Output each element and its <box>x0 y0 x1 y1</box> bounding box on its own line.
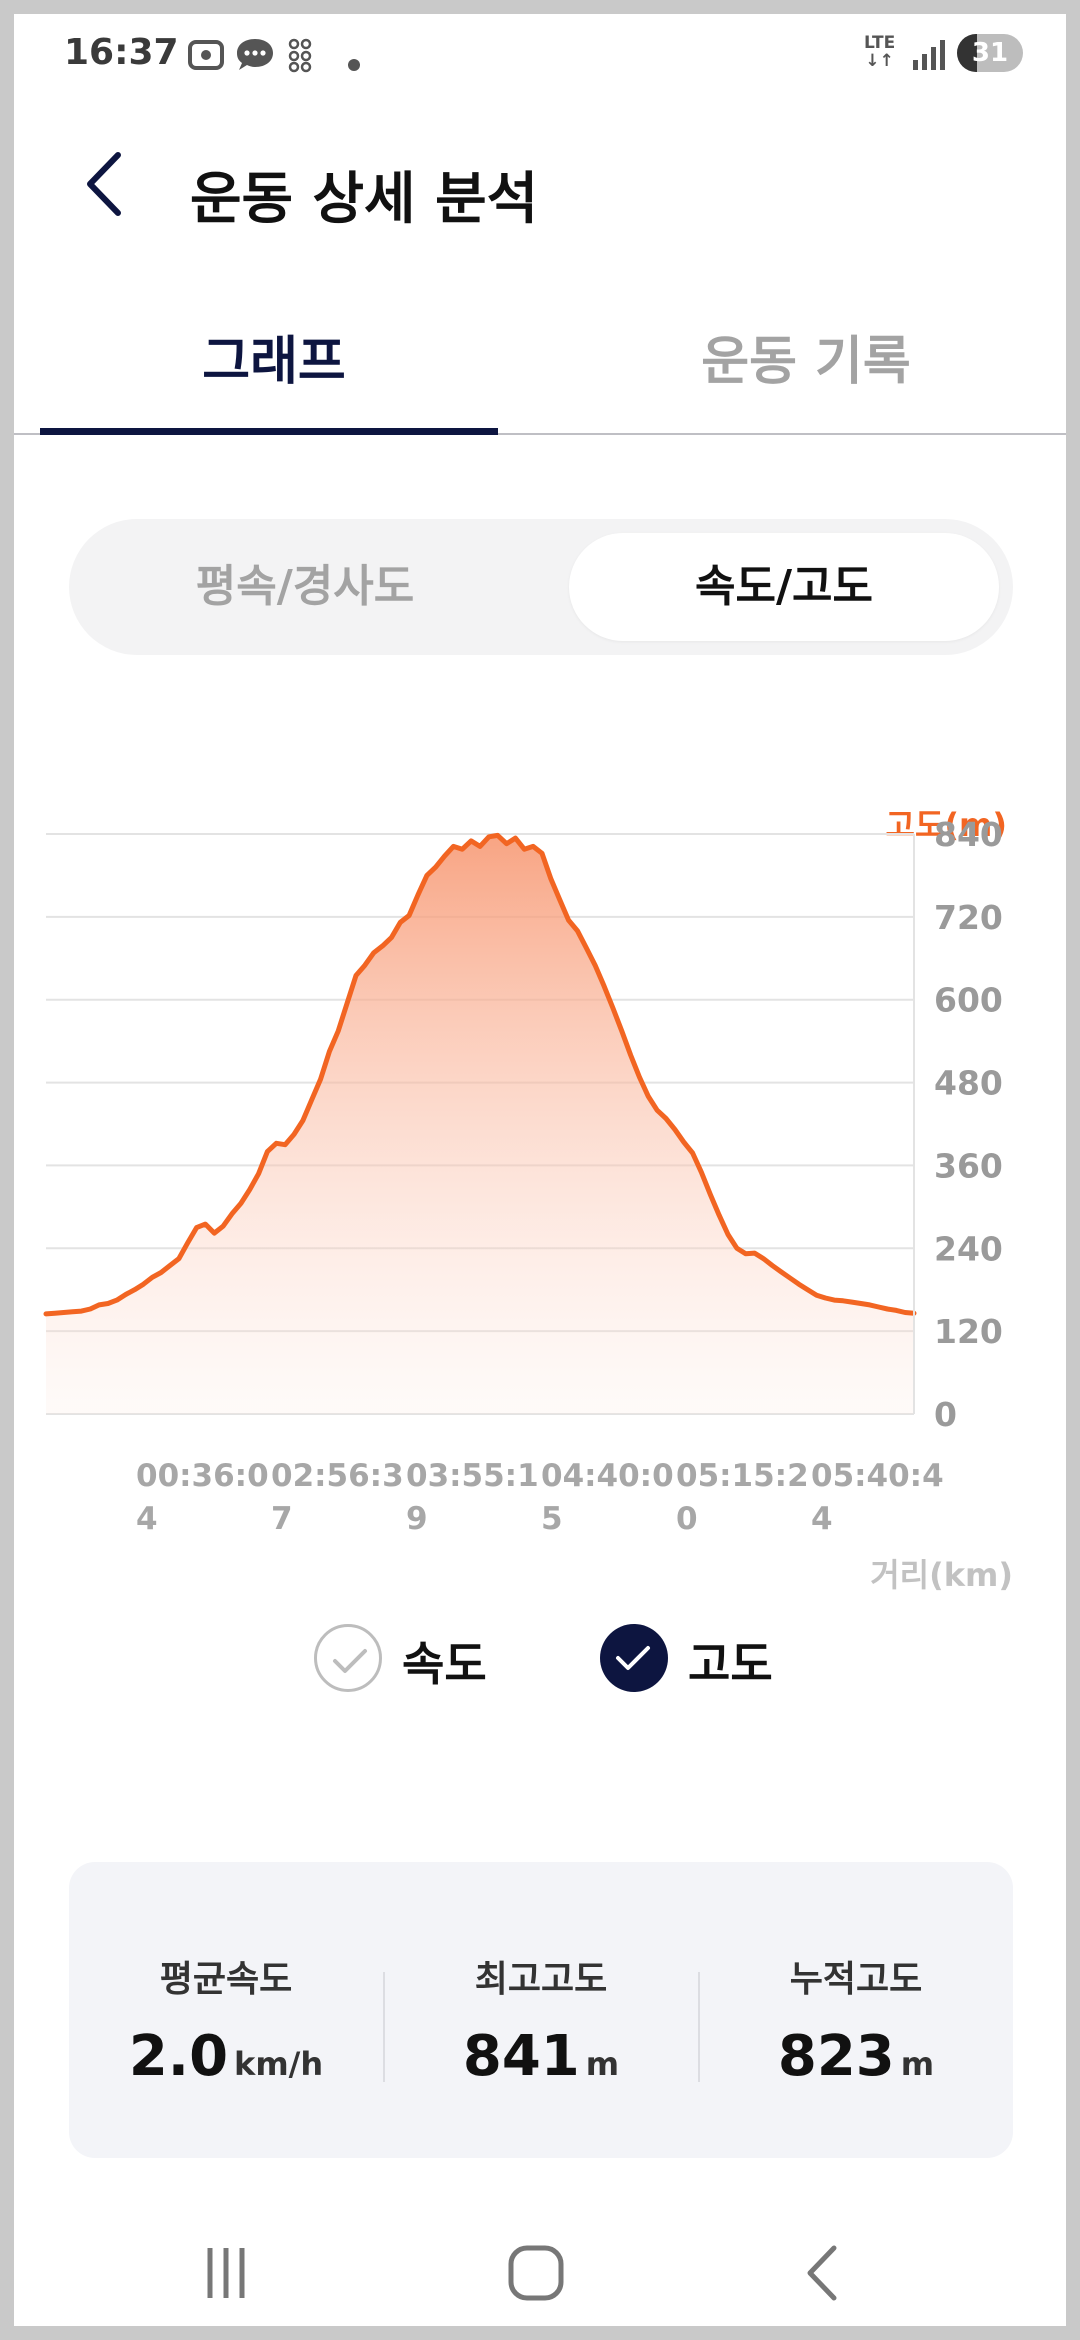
stat-max-altitude-value: 841 <box>462 2024 580 2089</box>
chart-mode-toggle: 평속/경사도 속도/고도 <box>69 519 1013 655</box>
segment-avg-speed-slope[interactable]: 평속/경사도 <box>195 561 415 612</box>
stat-max-altitude-unit: m <box>585 2045 620 2083</box>
altitude-line <box>43 832 917 1317</box>
stat-cumulative-altitude-unit: m <box>900 2045 935 2083</box>
stat-max-altitude-value-row: 841 m <box>384 2024 698 2089</box>
y-axis-title: 고도(m) <box>886 806 1007 844</box>
stats-panel: 평균속도 2.0 km/h 최고고도 841 m 누적고도 823 m <box>69 1862 1013 2158</box>
x-tick-label: 04:40:0 5 <box>541 1458 674 1537</box>
stat-divider <box>383 1972 385 2082</box>
status-time: 16:37 <box>64 32 179 73</box>
x-tick-label: 02:56:3 7 <box>271 1458 404 1537</box>
y-tick-label: 360 <box>934 1146 1003 1185</box>
y-tick-label: 0 <box>934 1395 957 1434</box>
stat-cumulative-altitude: 누적고도 823 m <box>699 1862 1013 2158</box>
stat-cumulative-altitude-label: 누적고도 <box>789 1959 923 2000</box>
x-axis-title: 거리(km) <box>870 1556 1013 1594</box>
page-title: 운동 상세 분석 <box>190 167 539 232</box>
y-tick-label: 600 <box>934 981 1003 1020</box>
status-bar: 16:37 LTE ↓↑ 31 <box>14 14 1066 94</box>
speed-checkbox-icon[interactable] <box>314 1624 382 1692</box>
stat-avg-speed: 평균속도 2.0 km/h <box>69 1862 383 2158</box>
stat-max-altitude-label: 최고고도 <box>474 1959 608 2000</box>
battery-level: 31 <box>971 38 1009 68</box>
y-tick-label: 840 <box>934 815 1003 854</box>
network-label: LTE <box>864 33 896 53</box>
x-tick-label: 03:55:1 9 <box>406 1458 539 1537</box>
stat-max-altitude: 최고고도 841 m <box>384 1862 698 2158</box>
tab-divider <box>14 433 1066 435</box>
x-tick-label: 05:15:2 0 <box>676 1458 809 1537</box>
altitude-chart: 고도(m) 0 120 240 360 480 600 720 840 00:36:0 402:… <box>43 806 1013 1594</box>
stat-avg-speed-value: 2.0 <box>128 2024 229 2089</box>
tab-workout-record[interactable]: 운동 기록 <box>701 332 911 392</box>
altitude-area <box>46 835 914 1414</box>
recent-apps-icon[interactable] <box>204 2244 248 2304</box>
signal-icon <box>913 40 945 70</box>
segment-speed-altitude[interactable]: 속도/고도 <box>569 533 999 641</box>
stat-divider <box>698 1972 700 2082</box>
y-tick-label: 480 <box>934 1064 1003 1103</box>
nav-back-icon[interactable] <box>807 2245 837 2301</box>
tab-graph[interactable]: 그래프 <box>202 332 346 392</box>
message-icon <box>237 39 273 70</box>
y-tick-label: 240 <box>934 1229 1003 1268</box>
back-arrow-icon[interactable] <box>74 139 134 229</box>
screenshot-icon <box>188 40 224 70</box>
notification-dot-icon <box>348 59 360 71</box>
stat-cumulative-altitude-value: 823 <box>777 2024 895 2089</box>
lte-indicator: LTE ↓↑ <box>864 33 896 71</box>
stat-avg-speed-label: 평균속도 <box>159 1959 293 2000</box>
altitude-checkbox-icon[interactable] <box>600 1624 668 1692</box>
phone-screen: 16:37 LTE ↓↑ 31 <box>14 14 1066 2326</box>
x-tick-label: 00:36:0 4 <box>136 1458 269 1537</box>
stat-avg-speed-unit: km/h <box>234 2045 324 2083</box>
app-notification-icon <box>288 38 312 73</box>
battery-fill <box>957 34 978 72</box>
tab-active-indicator <box>40 428 498 435</box>
stat-avg-speed-value-row: 2.0 km/h <box>69 2024 383 2089</box>
stat-cumulative-altitude-value-row: 823 m <box>699 2024 1013 2089</box>
y-tick-label: 720 <box>934 898 1003 937</box>
y-tick-label: 120 <box>934 1312 1003 1351</box>
x-tick-label: 05:40:4 4 <box>811 1458 944 1537</box>
legend-speed-label: 속도 <box>402 1637 487 1691</box>
legend-altitude-label: 고도 <box>688 1637 773 1691</box>
system-nav-bar <box>204 2244 837 2304</box>
home-icon[interactable] <box>508 2245 564 2301</box>
battery-icon: 31 <box>957 34 1023 72</box>
